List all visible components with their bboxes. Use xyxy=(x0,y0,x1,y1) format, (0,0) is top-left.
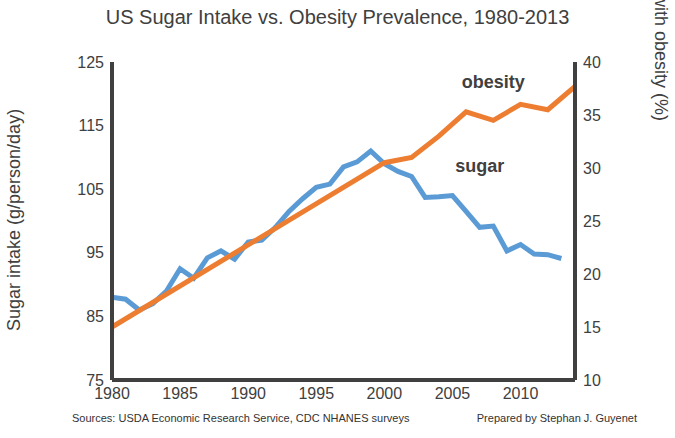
html-text:US Sugar Intake vs. Obesity Pr: US Sugar Intake vs. Obesity Prevalence, … xyxy=(105,6,570,28)
svg-text:2005: 2005 xyxy=(435,385,471,402)
svg-text:105: 105 xyxy=(77,181,104,198)
svg-text:1985: 1985 xyxy=(162,385,198,402)
svg-text:1990: 1990 xyxy=(230,385,266,402)
svg-text:20: 20 xyxy=(583,266,601,283)
svg-text:2000: 2000 xyxy=(367,385,403,402)
svg-text:Sugar intake (g/person/day): Sugar intake (g/person/day) xyxy=(8,109,24,331)
svg-text:2010: 2010 xyxy=(503,385,539,402)
svg-text:sugar: sugar xyxy=(455,156,504,176)
svg-text:35: 35 xyxy=(583,107,601,124)
svg-text:1980: 1980 xyxy=(94,385,130,403)
svg-text:125: 125 xyxy=(77,54,104,71)
svg-text:1995: 1995 xyxy=(298,385,334,402)
html-text:Prepared by Stephan J. Guyenet: Prepared by Stephan J. Guyenet xyxy=(476,412,637,424)
html-text:Sources: USDA Economic Researc: Sources: USDA Economic Research Service,… xyxy=(72,412,410,424)
svg-text:10: 10 xyxy=(583,372,601,389)
svg-text:115: 115 xyxy=(78,117,104,134)
svg-text:85: 85 xyxy=(86,308,104,325)
svg-text:25: 25 xyxy=(583,213,601,230)
svg-text:40: 40 xyxy=(583,54,601,71)
svg-text:obesity: obesity xyxy=(462,72,525,92)
svg-text:75: 75 xyxy=(86,372,104,389)
svg-text:30: 30 xyxy=(583,160,601,177)
svg-text:95: 95 xyxy=(86,244,104,261)
svg-text:Adults with obesity (%): Adults with obesity (%) xyxy=(651,0,667,121)
svg-text:15: 15 xyxy=(583,319,601,336)
